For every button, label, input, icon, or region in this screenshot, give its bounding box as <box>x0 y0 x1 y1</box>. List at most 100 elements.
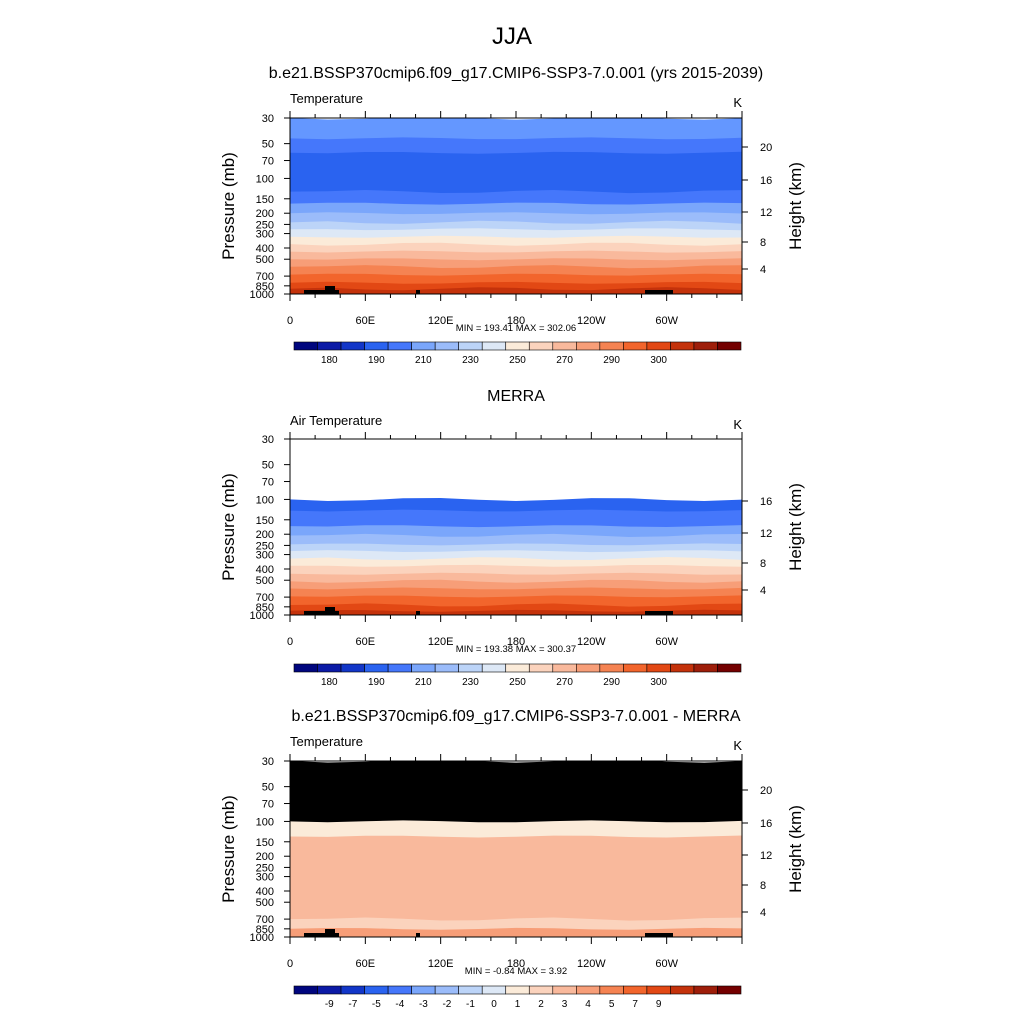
topography-mask <box>325 933 335 937</box>
y-tick-label: 150 <box>256 837 274 849</box>
colorbar-box <box>623 341 648 351</box>
colorbar-label: -4 <box>395 999 404 1010</box>
colorbar-box <box>576 985 601 995</box>
y-tick-label: 300 <box>256 872 274 884</box>
y-tick-label: 500 <box>256 254 274 266</box>
colorbar-box <box>411 663 436 673</box>
colorbar-label: 230 <box>462 355 479 366</box>
contour-band <box>290 609 742 615</box>
colorbar-label: 7 <box>632 999 638 1010</box>
x-tick-label: 120W <box>577 315 606 327</box>
y-tick-label: 1000 <box>250 289 274 301</box>
colorbar-box <box>646 985 671 995</box>
colorbar-box <box>481 985 507 995</box>
colorbar-box <box>623 985 648 995</box>
topography-mask <box>416 933 420 937</box>
colorbar-box <box>411 985 436 995</box>
contour-band <box>290 258 742 269</box>
colorbar-box <box>576 663 601 673</box>
contour-band <box>290 190 742 206</box>
panel-title: b.e21.BSSP370cmip6.f09_g17.CMIP6-SSP3-7.… <box>291 708 740 725</box>
colorbar-box <box>646 341 671 351</box>
contour-band <box>290 550 742 561</box>
left-string: Air Temperature <box>290 413 382 428</box>
colorbar-label: 180 <box>321 355 338 366</box>
height-tick-label: 16 <box>760 175 772 187</box>
colorbar-label: 190 <box>368 677 385 688</box>
min-max-stats: MIN = 193.41 MAX = 302.06 <box>456 323 576 334</box>
contour-band <box>290 212 742 225</box>
contour-band <box>290 265 742 277</box>
colorbar-box <box>528 985 554 995</box>
y-axis-label: Pressure (mb) <box>219 795 238 903</box>
y-tick-label: 1000 <box>250 932 274 944</box>
topography-mask <box>645 933 673 937</box>
colorbar-box <box>552 663 577 673</box>
colorbar-box <box>293 341 318 351</box>
colorbar-box <box>387 985 412 995</box>
y-tick-label: 850 <box>256 281 274 293</box>
y-tick-label: 300 <box>256 550 274 562</box>
x-tick-label: 0 <box>287 315 293 327</box>
topography-mask <box>416 611 420 615</box>
y-tick-label: 700 <box>256 592 274 604</box>
colorbar-box <box>646 663 671 673</box>
contour-band <box>290 927 742 937</box>
colorbar-box <box>576 341 601 351</box>
x-tick-label: 180 <box>507 636 525 648</box>
y-tick-label: 100 <box>256 816 274 828</box>
contour-band <box>290 543 742 554</box>
colorbar-label: 210 <box>415 677 432 688</box>
y-tick-label: 100 <box>256 494 274 506</box>
colorbar-box <box>458 985 483 995</box>
y-tick-label: 400 <box>256 886 274 898</box>
colorbar-box <box>528 341 554 351</box>
y-axis-right-label: Height (km) <box>786 483 805 571</box>
y-tick-label: 70 <box>262 477 274 489</box>
colorbar-box <box>693 663 718 673</box>
contour-band <box>290 761 742 824</box>
min-max-stats: MIN = -0.84 MAX = 3.92 <box>465 966 567 977</box>
colorbar-box <box>717 985 742 995</box>
contour-band <box>290 498 742 513</box>
contour-band <box>290 202 742 216</box>
y-tick-label: 500 <box>256 897 274 909</box>
y-tick-label: 50 <box>262 782 274 794</box>
topography-mask <box>304 611 339 615</box>
contour-fill <box>290 118 742 294</box>
topography-mask <box>304 290 339 294</box>
colorbar-box <box>552 341 577 351</box>
topography-mask <box>416 290 420 294</box>
right-string: K <box>733 738 742 753</box>
colorbar-box <box>528 663 554 673</box>
colorbar-label: 180 <box>321 677 338 688</box>
colorbar-box <box>434 663 459 673</box>
colorbar-box <box>317 663 342 673</box>
y-tick-label: 200 <box>256 208 274 220</box>
height-tick-label: 4 <box>760 585 766 597</box>
y-axis-label: Pressure (mb) <box>219 473 238 581</box>
colorbar-box <box>693 341 718 351</box>
topography-mask <box>304 933 339 937</box>
colorbar-label: 3 <box>562 999 568 1010</box>
height-tick-label: 8 <box>760 558 766 570</box>
y-tick-label: 150 <box>256 194 274 206</box>
y-tick-label: 150 <box>256 515 274 527</box>
panel-2: MERRA Air Temperature K 0 60E 120E 180 120W 60W 3… <box>219 388 805 688</box>
colorbar-box <box>340 341 365 351</box>
height-tick-label: 12 <box>760 207 772 219</box>
colorbar-box <box>505 341 530 351</box>
contour-band <box>290 151 742 194</box>
colorbar-box <box>481 663 507 673</box>
topography-mask <box>325 286 335 291</box>
colorbar-box <box>505 663 530 673</box>
height-tick-label: 16 <box>760 818 772 830</box>
colorbar-box <box>317 985 342 995</box>
colorbar-box <box>434 341 459 351</box>
topography-mask <box>645 290 673 294</box>
height-tick-label: 20 <box>760 785 772 797</box>
y-tick-label: 30 <box>262 434 274 446</box>
contour-fill <box>290 761 742 937</box>
colorbar-label: 210 <box>415 355 432 366</box>
colorbar-box <box>670 663 695 673</box>
